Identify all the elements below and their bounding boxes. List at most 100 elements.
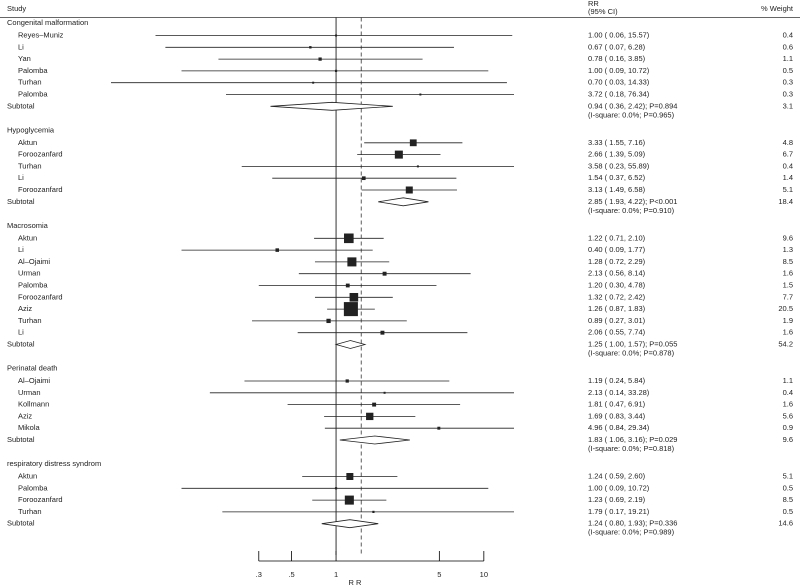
- ci-label: 2.13 ( 0.14, 33.28): [588, 388, 650, 397]
- ci-label: 1.26 ( 0.87, 1.83): [588, 304, 646, 313]
- weight-label: 6.7: [783, 150, 793, 159]
- weight-marker: [361, 176, 366, 181]
- study-name: Aktun: [18, 471, 37, 480]
- weight-label: 1.9: [783, 316, 793, 325]
- subtotal-weight: 3.1: [783, 101, 793, 110]
- group-name: Congenital malformation: [7, 18, 88, 27]
- study-header: Study: [7, 4, 26, 13]
- weight-marker: [347, 257, 357, 267]
- weight-label: 1.3: [783, 245, 793, 254]
- weight-label: 5.1: [783, 471, 793, 480]
- weight-marker: [366, 412, 374, 421]
- subtotal-name: Subtotal: [7, 339, 35, 348]
- weight-label: 0.4: [783, 388, 793, 397]
- weight-marker: [349, 292, 359, 302]
- weight-header: % Weight: [761, 4, 794, 13]
- group-name: Macrosomia: [7, 221, 49, 230]
- study-name: Aziz: [18, 411, 32, 420]
- subtotal-name: Subtotal: [7, 519, 35, 528]
- subtotal-label: 2.85 ( 1.93, 4.22); P<0.001: [588, 197, 677, 206]
- subtotal-weight: 9.6: [783, 435, 793, 444]
- ci-label: 1.79 ( 0.17, 19.21): [588, 507, 650, 516]
- ci-label: 3.58 ( 0.23, 55.89): [588, 161, 650, 170]
- subtotal-diamond: [270, 101, 393, 111]
- subtotal-name: Subtotal: [7, 435, 35, 444]
- group-name: Perinatal death: [7, 363, 57, 372]
- weight-marker: [380, 330, 385, 335]
- study-name: Yan: [18, 54, 31, 63]
- x-tick-label: 1: [334, 570, 338, 579]
- ci-label: 3.33 ( 1.55, 7.16): [588, 138, 646, 147]
- x-tick-label: 10: [480, 570, 488, 579]
- subtotal-label: 1.24 ( 0.80, 1.93); P=0.336: [588, 519, 677, 528]
- ci-label: 1.81 ( 0.47, 6.91): [588, 400, 646, 409]
- weight-marker: [409, 139, 417, 147]
- subtotal-weight: 14.6: [778, 519, 793, 528]
- study-name: Turhan: [18, 316, 42, 325]
- ci-label: 1.20 ( 0.30, 4.78): [588, 280, 646, 289]
- weight-label: 9.6: [783, 233, 793, 242]
- ci-label: 4.96 ( 0.84, 29.34): [588, 423, 650, 432]
- ci-label: 1.00 ( 0.06, 15.57): [588, 30, 650, 39]
- weight-label: 1.6: [783, 400, 793, 409]
- weight-marker: [346, 472, 354, 481]
- study-name: Foroozanfard: [18, 150, 63, 159]
- weight-marker: [318, 57, 322, 61]
- study-name: Palomba: [18, 483, 48, 492]
- weight-label: 1.6: [783, 328, 793, 337]
- subtotal-label: 0.94 ( 0.36, 2.42); P=0.894: [588, 101, 677, 110]
- ci-label: 1.28 ( 0.72, 2.29): [588, 257, 646, 266]
- weight-label: 0.4: [783, 161, 793, 170]
- study-name: Reyes–Muniz: [18, 30, 64, 39]
- weight-label: 0.5: [783, 483, 793, 492]
- weight-marker: [312, 81, 315, 84]
- study-name: Kollmann: [18, 400, 49, 409]
- study-name: Li: [18, 42, 24, 51]
- weight-label: 0.5: [783, 66, 793, 75]
- ci-label: 0.40 ( 0.09, 1.77): [588, 245, 646, 254]
- group-name: Hypoglycemia: [7, 125, 55, 134]
- ci-label: 1.00 ( 0.09, 10.72): [588, 483, 650, 492]
- x-tick-label: 5: [437, 570, 441, 579]
- effect-header: RR: [588, 0, 599, 8]
- weight-label: 5.1: [783, 185, 793, 194]
- ci-header: (95% CI): [588, 7, 618, 16]
- study-name: Foroozanfard: [18, 292, 63, 301]
- weight-label: 1.6: [783, 269, 793, 278]
- weight-marker: [345, 379, 349, 383]
- weight-label: 0.6: [783, 42, 793, 51]
- subtotal-label: 1.83 ( 1.06, 3.16); P=0.029: [588, 435, 677, 444]
- x-axis-label: R R: [349, 578, 363, 586]
- weight-marker: [383, 391, 386, 394]
- ci-label: 2.13 ( 0.56, 8.14): [588, 269, 646, 278]
- weight-marker: [372, 402, 377, 407]
- weight-marker: [334, 487, 338, 490]
- subtotal-label: 1.25 ( 1.00, 1.57); P=0.055: [588, 339, 677, 348]
- weight-marker: [437, 426, 441, 430]
- ci-label: 1.23 ( 0.69, 2.19): [588, 495, 646, 504]
- subtotal-diamond: [334, 340, 367, 349]
- subtotal-weight: 54.2: [778, 339, 793, 348]
- weight-label: 1.4: [783, 173, 793, 182]
- study-name: Urman: [18, 269, 41, 278]
- heterogeneity-label: (I-square: 0.0%; P=0.989): [588, 528, 675, 537]
- ci-label: 0.70 ( 0.03, 14.33): [588, 78, 650, 87]
- study-name: Palomba: [18, 89, 48, 98]
- study-name: Urman: [18, 388, 41, 397]
- subtotal-diamond: [321, 519, 379, 529]
- heterogeneity-label: (I-square: 0.0%; P=0.965): [588, 110, 675, 119]
- subtotal-weight: 18.4: [778, 197, 793, 206]
- weight-label: 1.5: [783, 280, 793, 289]
- weight-label: 0.9: [783, 423, 793, 432]
- ci-label: 2.06 ( 0.55, 7.74): [588, 328, 646, 337]
- subtotal-diamond: [378, 197, 429, 207]
- study-name: Aktun: [18, 233, 37, 242]
- weight-label: 0.4: [783, 30, 793, 39]
- weight-marker: [335, 34, 338, 37]
- weight-marker: [334, 69, 338, 72]
- weight-marker: [372, 510, 375, 513]
- weight-label: 0.3: [783, 78, 793, 87]
- weight-marker: [419, 93, 422, 96]
- weight-label: 4.8: [783, 138, 793, 147]
